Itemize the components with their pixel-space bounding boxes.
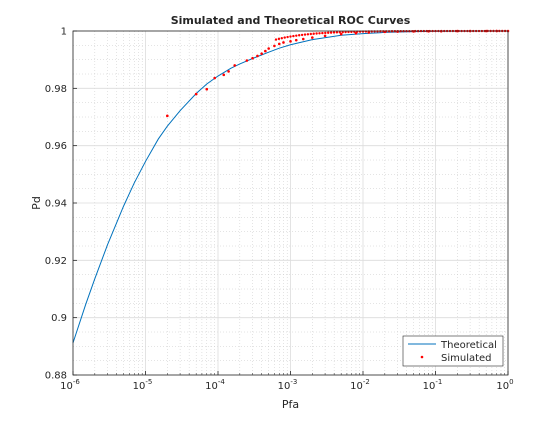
simulated-point	[227, 70, 230, 73]
y-tick-labels: 0.88 0.9 0.92 0.94 0.96 0.98 1	[45, 27, 67, 382]
simulated-point	[332, 31, 336, 34]
simulated-point	[282, 41, 285, 44]
simulated-point	[289, 40, 292, 43]
legend-marker-simulated	[420, 355, 424, 359]
y-tick-label: 0.88	[45, 371, 67, 382]
series-layer	[72, 29, 510, 344]
y-tick-label: 0.94	[45, 199, 67, 210]
legend-box	[402, 335, 504, 367]
y-tick-label: 0.96	[45, 141, 67, 152]
simulated-point	[251, 56, 254, 60]
simulated-point	[283, 36, 286, 39]
simulated-point	[327, 31, 330, 34]
simulated-point	[194, 92, 198, 96]
simulated-point	[306, 33, 310, 36]
simulated-point	[311, 36, 314, 39]
legend-label-simulated: Simulated	[441, 353, 492, 364]
simulated-point	[295, 34, 298, 37]
simulated-point	[205, 87, 209, 91]
y-tick-label: 0.9	[51, 313, 67, 324]
simulated-point	[338, 31, 341, 34]
simulated-point	[315, 32, 318, 35]
simulated-point	[245, 59, 249, 62]
y-axis-label: Pd	[30, 196, 43, 210]
simulated-point	[341, 30, 344, 34]
simulated-point	[277, 42, 281, 46]
simulated-point	[329, 31, 333, 34]
simulated-point	[321, 31, 324, 35]
simulated-point	[292, 34, 295, 38]
simulated-point	[301, 37, 305, 41]
simulated-point	[222, 73, 226, 77]
simulated-point	[344, 30, 347, 34]
x-axis-label: Pfa	[282, 398, 299, 411]
simulated-point	[286, 35, 289, 39]
y-tick-label: 0.92	[45, 256, 67, 267]
axes-box	[72, 30, 509, 376]
simulated-point	[277, 37, 281, 41]
simulated-point	[373, 30, 376, 33]
simulated-point	[312, 32, 315, 35]
simulated-point	[273, 44, 276, 48]
simulated-point	[264, 49, 267, 53]
y-tick-label: 0.98	[45, 84, 67, 95]
legend: Theoretical Simulated	[402, 335, 504, 367]
simulated-point	[335, 31, 339, 34]
simulated-point	[166, 114, 169, 118]
simulated-point	[323, 34, 327, 38]
y-tick-label: 1	[61, 27, 67, 38]
simulated-point	[318, 32, 321, 35]
simulated-point	[289, 35, 292, 38]
simulated-point	[309, 32, 312, 36]
simulated-point	[213, 76, 216, 80]
simulated-point	[260, 52, 263, 55]
simulated-point	[294, 38, 298, 42]
simulated-point	[324, 31, 327, 35]
simulated-point	[298, 34, 301, 37]
simulated-point	[303, 33, 307, 36]
simulated-point	[256, 54, 259, 58]
simulated-point	[280, 37, 283, 40]
legend-label-theoretical: Theoretical	[440, 340, 497, 351]
simulated-point	[339, 32, 343, 36]
simulated-point	[300, 33, 304, 37]
simulated-point	[274, 38, 278, 41]
simulated-point	[233, 64, 237, 67]
chart-title: Simulated and Theoretical ROC Curves	[171, 14, 411, 27]
simulated-point	[267, 47, 270, 50]
